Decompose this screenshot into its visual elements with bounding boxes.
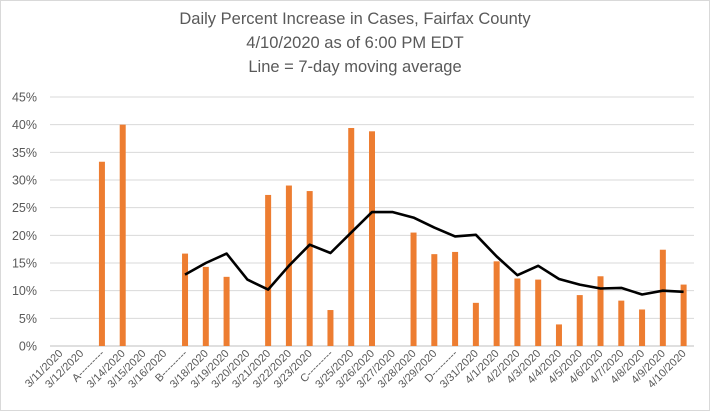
chart-note: Line = 7-day moving average — [248, 58, 462, 76]
moving-average-series — [184, 210, 684, 296]
bar — [493, 261, 500, 346]
bar — [410, 232, 417, 346]
y-tick-label: 10% — [12, 284, 37, 298]
chart-title: Daily Percent Increase in Cases, Fairfax… — [179, 10, 531, 28]
bar — [306, 191, 313, 346]
y-tick-label: 20% — [12, 229, 37, 243]
y-tick-label: 5% — [19, 312, 37, 326]
bar — [369, 131, 375, 346]
y-tick-label: 40% — [12, 118, 37, 132]
bar — [535, 279, 542, 346]
x-axis-ticks: 3/11/20203/12/2020A---------3/14/20203/1… — [23, 347, 689, 390]
bar — [265, 194, 272, 346]
bar — [680, 284, 687, 346]
bar — [472, 302, 479, 346]
bar — [597, 276, 604, 346]
y-tick-label: 15% — [12, 257, 37, 271]
chart-subtitle: 4/10/2020 as of 6:00 PM EDT — [246, 34, 464, 52]
bar — [431, 254, 438, 346]
y-tick-label: 30% — [12, 174, 37, 188]
y-tick-label: 35% — [12, 146, 37, 160]
moving-average-line — [184, 210, 684, 296]
bar — [659, 249, 666, 346]
y-tick-label: 0% — [19, 340, 37, 354]
bar — [327, 310, 334, 346]
y-tick-label: 45% — [12, 91, 37, 105]
bar — [639, 309, 646, 346]
y-tick-label: 25% — [12, 201, 37, 215]
bar — [182, 253, 189, 346]
bar — [576, 295, 583, 346]
bar — [555, 324, 562, 346]
bar — [223, 276, 230, 346]
y-axis-ticks: 0% 5% 10% 15% 20% 25% 30% 35% 40% 45% — [12, 91, 37, 354]
bar — [202, 266, 209, 346]
bar — [514, 278, 521, 346]
bar — [348, 127, 355, 346]
bar — [119, 124, 126, 347]
bar — [618, 300, 625, 346]
bar — [452, 251, 459, 346]
bar — [98, 161, 105, 346]
